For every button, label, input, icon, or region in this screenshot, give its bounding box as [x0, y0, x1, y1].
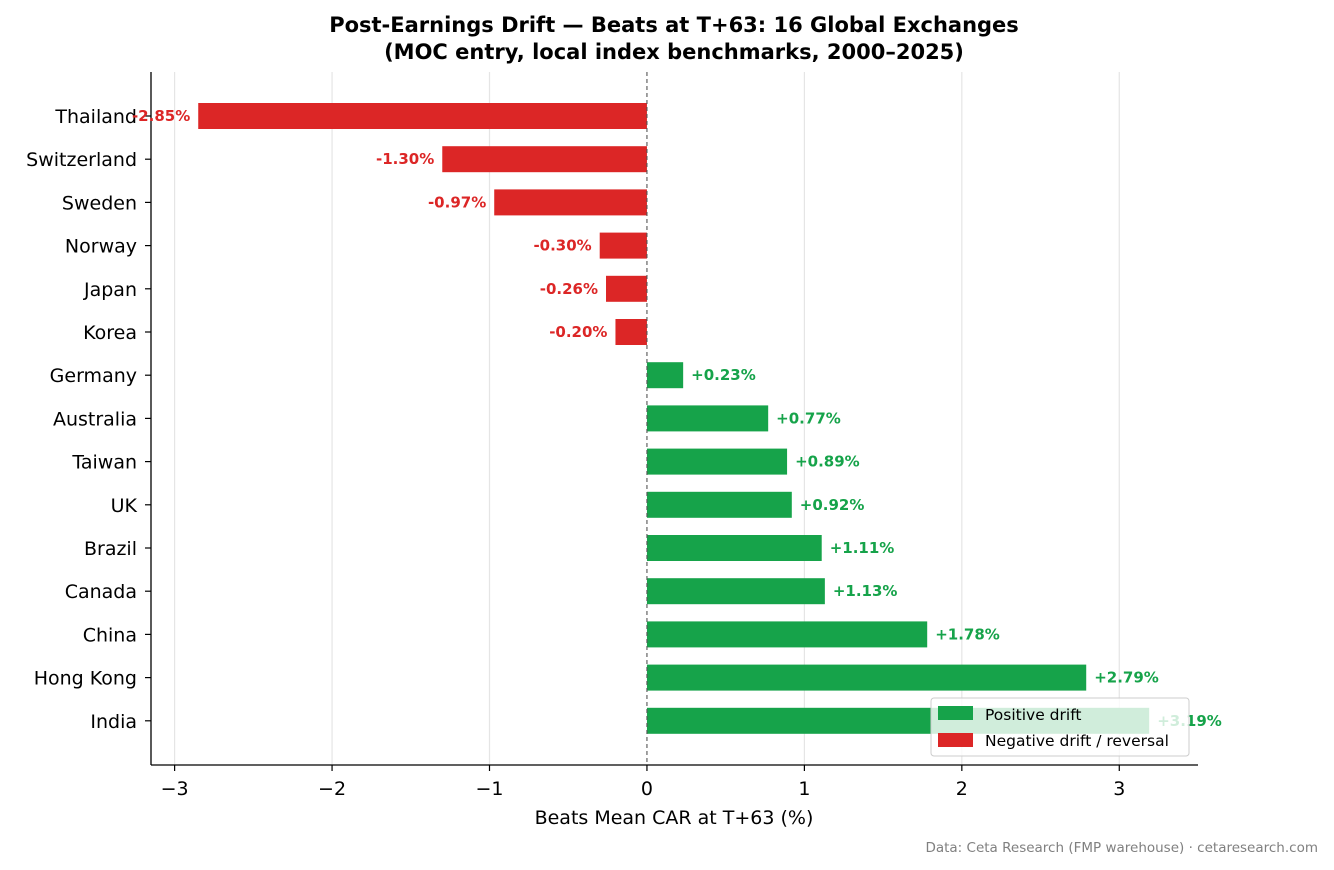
value-label: +2.79%	[1094, 669, 1159, 687]
grid-lines	[174, 72, 1120, 765]
category-label: Sweden	[62, 192, 137, 214]
category-label: Germany	[50, 365, 137, 387]
value-label: +0.89%	[795, 453, 860, 471]
x-tick-label: 0	[641, 778, 653, 800]
value-label: -1.30%	[376, 150, 434, 168]
category-label: Brazil	[84, 538, 137, 560]
category-label: Switzerland	[26, 149, 137, 171]
category-label: Taiwan	[71, 452, 137, 474]
value-label: -0.26%	[540, 280, 598, 298]
data-source-note: Data: Ceta Research (FMP warehouse) · ce…	[925, 840, 1318, 856]
category-label: Canada	[65, 581, 137, 603]
bar-china	[646, 621, 928, 648]
bar-japan	[606, 275, 647, 302]
legend-swatch-positive	[938, 706, 973, 720]
value-label: +0.77%	[776, 409, 841, 427]
category-label: India	[90, 711, 137, 733]
category-label: UK	[111, 495, 138, 517]
bar-korea	[615, 319, 647, 345]
category-label: Japan	[83, 279, 137, 301]
bar-taiwan	[646, 448, 788, 475]
legend-swatch-negative	[938, 733, 973, 747]
bar-brazil	[646, 535, 822, 561]
value-labels: -2.85% -1.30% -0.97% -0.30% -0.26% -0.20% +0.2…	[132, 107, 1222, 730]
bars	[198, 103, 1150, 734]
category-labels: Thailand Switzerland Sweden Norway Japan Kore…	[26, 106, 137, 733]
x-tick-label: 2	[956, 778, 968, 800]
category-label: Hong Kong	[34, 668, 137, 690]
bar-australia	[646, 405, 769, 432]
x-tick-label: −3	[161, 778, 189, 800]
legend-label-positive: Positive drift	[985, 706, 1081, 724]
bar-norway	[599, 232, 647, 259]
category-label: China	[83, 624, 137, 646]
value-label: +1.11%	[830, 539, 895, 557]
value-label: +1.78%	[935, 625, 1000, 643]
value-label: -0.97%	[428, 193, 486, 211]
category-label: Australia	[53, 408, 137, 430]
value-label: +0.92%	[800, 496, 865, 514]
category-label: Korea	[83, 322, 137, 344]
x-axis-title: Beats Mean CAR at T+63 (%)	[535, 807, 814, 829]
bar-germany	[646, 362, 684, 389]
bar-canada	[646, 578, 825, 605]
value-label: -0.20%	[549, 323, 607, 341]
value-label: -0.30%	[533, 237, 591, 255]
x-tick-label: 3	[1113, 778, 1125, 800]
x-tick-labels: −3 −2 −1 0 1 2 3	[161, 778, 1126, 800]
value-label: -2.85%	[132, 107, 190, 125]
value-label: +1.13%	[833, 582, 898, 600]
bar-switzerland	[442, 146, 647, 173]
axes	[145, 72, 1198, 771]
bar-thailand	[198, 103, 647, 129]
x-tick-label: −1	[475, 778, 503, 800]
chart-title-line-2: (MOC entry, local index benchmarks, 2000…	[384, 40, 964, 64]
legend-label-negative: Negative drift / reversal	[985, 732, 1169, 750]
bar-hong-kong	[646, 664, 1087, 691]
chart-title-line-1: Post-Earnings Drift — Beats at T+63: 16 …	[329, 13, 1019, 37]
x-tick-label: −2	[318, 778, 346, 800]
legend: Positive drift Negative drift / reversal	[930, 697, 1190, 757]
bar-sweden	[494, 189, 647, 216]
legend-frame	[930, 697, 1190, 757]
x-tick-label: 1	[798, 778, 810, 800]
bar-uk	[646, 491, 792, 518]
category-label: Norway	[65, 236, 137, 258]
category-label: Thailand	[54, 106, 137, 128]
value-label: +0.23%	[691, 366, 756, 384]
